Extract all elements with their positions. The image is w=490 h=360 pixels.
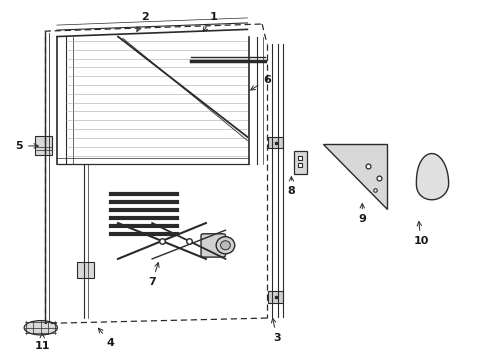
FancyBboxPatch shape [77, 262, 94, 278]
Text: 7: 7 [148, 262, 159, 287]
Text: 10: 10 [413, 221, 429, 246]
FancyBboxPatch shape [269, 137, 283, 148]
Text: 5: 5 [16, 141, 38, 151]
Text: 4: 4 [98, 328, 115, 348]
Text: 11: 11 [34, 333, 50, 351]
Polygon shape [416, 154, 449, 200]
FancyBboxPatch shape [201, 234, 225, 257]
Text: 3: 3 [271, 318, 281, 343]
Ellipse shape [220, 241, 230, 250]
FancyBboxPatch shape [35, 136, 52, 155]
Polygon shape [323, 144, 387, 209]
Text: 6: 6 [251, 75, 271, 90]
Text: 1: 1 [203, 12, 217, 32]
Text: 2: 2 [137, 12, 148, 31]
FancyBboxPatch shape [294, 150, 307, 174]
Ellipse shape [216, 237, 235, 254]
Text: 8: 8 [288, 177, 295, 196]
FancyBboxPatch shape [269, 291, 283, 303]
Text: 9: 9 [358, 204, 366, 224]
Ellipse shape [24, 320, 57, 335]
